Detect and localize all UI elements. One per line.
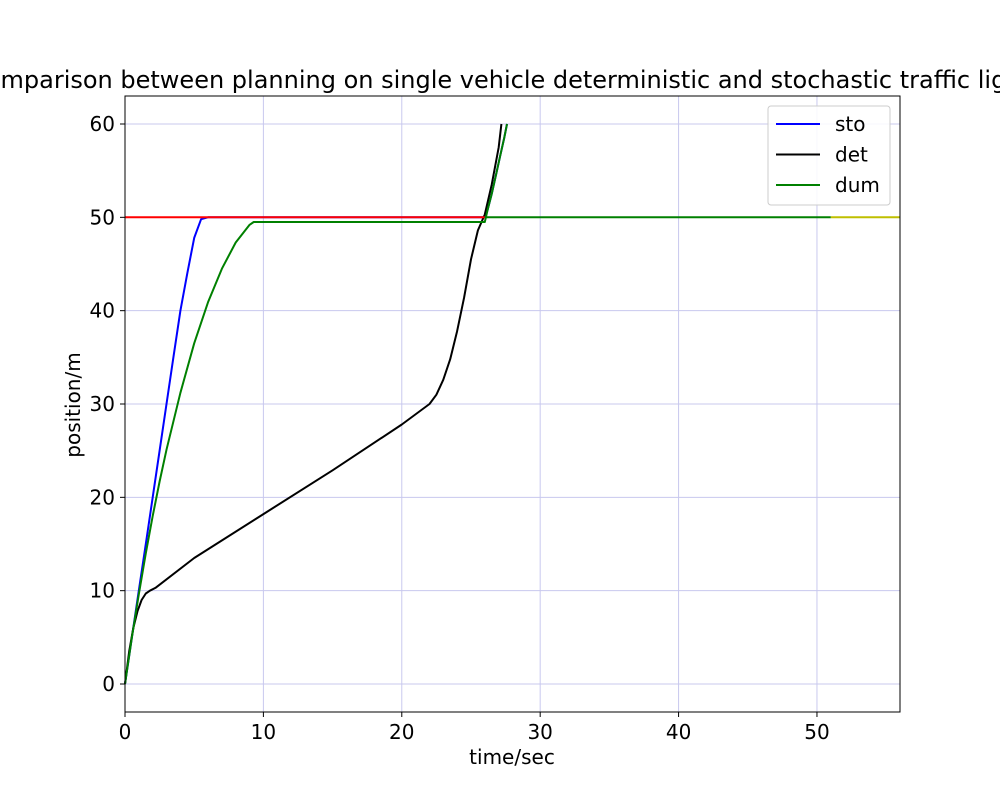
y-tick-label: 40 [90,299,115,323]
x-axis-label: time/sec [469,745,555,769]
y-tick-label: 20 [90,485,115,509]
x-tick-label: 40 [666,720,691,744]
series-layer [124,123,900,685]
x-tick-label: 30 [527,720,552,744]
legend-box [767,105,891,206]
y-tick-label: 30 [90,392,115,416]
legend: sto det dum [767,105,891,206]
y-tick-label: 10 [90,579,115,603]
series-dum-line [124,123,508,685]
legend-label-sto: sto [835,112,866,136]
x-tick-label: 20 [389,720,414,744]
y-tick-label: 50 [90,205,115,229]
y-axis-label: position/m [61,352,85,457]
series-det-line [124,123,503,685]
x-tick-label: 50 [804,720,829,744]
y-tick-label: 0 [102,672,115,696]
y-tick-label: 60 [90,112,115,136]
x-tick-label: 10 [251,720,276,744]
x-tick-label: 0 [119,720,132,744]
legend-label-det: det [835,143,868,167]
ticks: 0 10 20 30 40 50 0 10 20 30 40 50 60 [90,112,830,744]
chart-title: Comparison between planning on single ve… [0,66,1000,94]
legend-label-dum: dum [835,173,880,197]
